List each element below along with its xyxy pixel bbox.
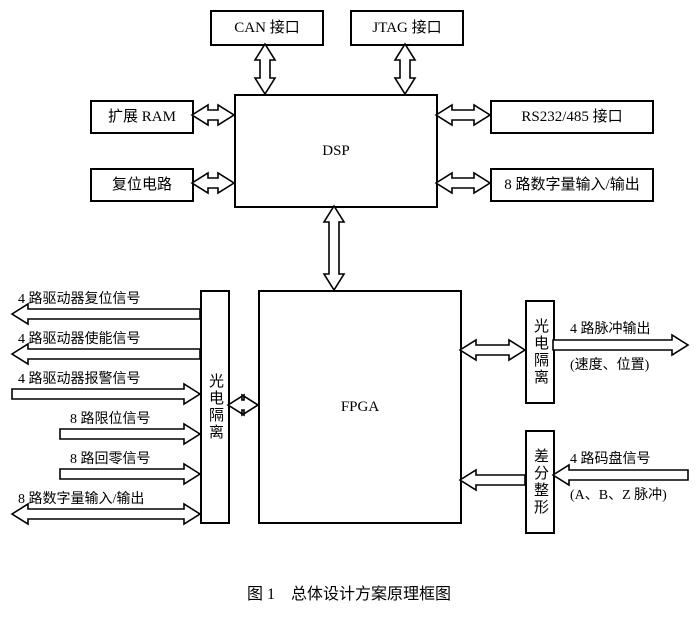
dio8-label: 8 路数字量输入/输出	[504, 176, 639, 194]
ram-box: 扩展 RAM	[90, 100, 194, 134]
enc-sub-label: (A、B、Z 脉冲)	[570, 488, 667, 505]
dsp-label: DSP	[322, 142, 350, 160]
diff-box: 差分整形	[525, 430, 555, 534]
diff-label: 差分整形	[531, 448, 549, 516]
opto-right-box: 光电隔离	[525, 300, 555, 404]
sig2-label: 4 路驱动器使能信号	[18, 332, 141, 349]
diagram-canvas: CAN 接口 JTAG 接口 DSP 扩展 RAM 复位电路 RS232/485…	[0, 0, 698, 622]
sig6-label: 8 路数字量输入/输出	[18, 492, 144, 509]
sig4-label: 8 路限位信号	[70, 412, 151, 429]
enc-label: 4 路码盘信号	[570, 452, 651, 469]
opto-left-label: 光电隔离	[206, 373, 224, 441]
jtag-label: JTAG 接口	[372, 19, 441, 37]
pulse-label: 4 路脉冲输出	[570, 322, 651, 339]
can-box: CAN 接口	[210, 10, 324, 46]
rs-box: RS232/485 接口	[490, 100, 654, 134]
reset-label: 复位电路	[112, 176, 172, 194]
ram-label: 扩展 RAM	[108, 108, 176, 126]
fpga-box: FPGA	[258, 290, 462, 524]
opto-left-box: 光电隔离	[200, 290, 230, 524]
dio8-box: 8 路数字量输入/输出	[490, 168, 654, 202]
jtag-box: JTAG 接口	[350, 10, 464, 46]
sig1-label: 4 路驱动器复位信号	[18, 292, 141, 309]
fpga-label: FPGA	[341, 398, 379, 416]
dsp-box: DSP	[234, 94, 438, 208]
can-label: CAN 接口	[234, 19, 299, 37]
figure-caption: 图 1 总体设计方案原理框图	[0, 580, 698, 604]
sig5-label: 8 路回零信号	[70, 452, 151, 469]
reset-box: 复位电路	[90, 168, 194, 202]
rs-label: RS232/485 接口	[521, 108, 622, 126]
pulse-sub-label: (速度、位置)	[570, 358, 649, 375]
opto-right-label: 光电隔离	[531, 318, 549, 386]
sig3-label: 4 路驱动器报警信号	[18, 372, 141, 389]
